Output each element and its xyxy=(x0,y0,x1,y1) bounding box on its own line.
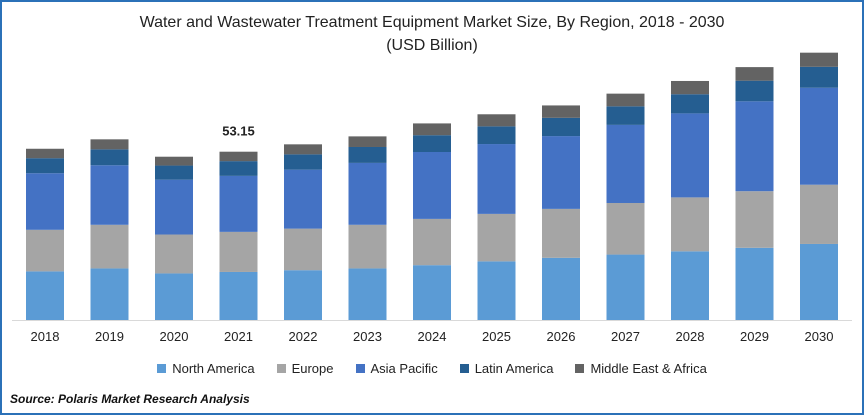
bar-segment-2026-latin-america xyxy=(542,117,580,137)
bar-segment-2028-middle-east-africa xyxy=(671,80,709,95)
bar-segment-2023-asia-pacific xyxy=(348,162,387,225)
bar-segment-2026-europe xyxy=(542,208,580,258)
bar-segment-2019-latin-america xyxy=(90,149,129,166)
bar-segment-2018-asia-pacific xyxy=(26,173,64,230)
legend-item: Middle East & Africa xyxy=(575,361,707,376)
bar-segment-2019-north-america xyxy=(90,268,129,320)
x-tick-label: 2028 xyxy=(676,329,705,344)
bar-segment-2028-latin-america xyxy=(671,94,709,114)
legend-item: Asia Pacific xyxy=(355,361,438,376)
source-note: Source: Polaris Market Research Analysis xyxy=(10,392,250,406)
bar-segment-2018-latin-america xyxy=(26,158,64,174)
bar-segment-2022-europe xyxy=(284,228,322,271)
legend-swatch xyxy=(276,364,286,373)
bar-segment-2027-asia-pacific xyxy=(606,124,645,203)
bar-segment-2022-middle-east-africa xyxy=(284,144,322,155)
bar-segment-2021-latin-america xyxy=(219,161,258,176)
data-label-2021: 53.15 xyxy=(222,124,255,139)
legend-label: Latin America xyxy=(474,361,554,376)
bar-segment-2021-middle-east-africa xyxy=(219,151,258,162)
legend-label: Europe xyxy=(291,361,334,376)
bar-segment-2020-north-america xyxy=(155,273,193,320)
bar-segment-2022-north-america xyxy=(284,270,322,320)
chart-legend: North America Europe Asia Pacific Latin Ame… xyxy=(0,361,864,376)
bar-segment-2025-latin-america xyxy=(477,126,516,145)
bar-segment-2029-middle-east-africa xyxy=(735,67,774,81)
bar-segment-2021-north-america xyxy=(219,271,258,320)
bar-segment-2018-middle-east-africa xyxy=(26,148,64,159)
bar-segment-2020-europe xyxy=(155,234,193,274)
bar-segment-2023-middle-east-africa xyxy=(348,136,387,147)
chart-subtitle: (USD Billion) xyxy=(386,37,478,54)
bar-segment-2025-asia-pacific xyxy=(477,144,516,214)
legend-swatch xyxy=(575,364,585,373)
bar-segment-2030-latin-america xyxy=(800,66,838,88)
bar-segment-2029-asia-pacific xyxy=(735,101,774,192)
legend-swatch xyxy=(459,364,469,373)
legend-item: North America xyxy=(157,361,255,376)
x-tick-label: 2025 xyxy=(482,329,511,344)
bar-segment-2025-middle-east-africa xyxy=(477,114,516,127)
bar-segment-2028-north-america xyxy=(671,251,709,320)
bar-segment-2024-europe xyxy=(413,218,451,266)
bar-segment-2023-north-america xyxy=(348,268,387,320)
bar-segment-2019-europe xyxy=(90,224,129,269)
bar-segment-2029-north-america xyxy=(735,247,774,320)
bar-segment-2024-north-america xyxy=(413,265,451,320)
bar-segment-2030-north-america xyxy=(800,243,838,320)
bar-segment-2018-north-america xyxy=(26,271,64,320)
bar-segment-2019-middle-east-africa xyxy=(90,139,129,150)
bar-segment-2025-europe xyxy=(477,213,516,262)
bar-segment-2022-asia-pacific xyxy=(284,169,322,229)
x-tick-label: 2030 xyxy=(805,329,834,344)
legend-label: North America xyxy=(172,361,255,376)
x-tick-label: 2023 xyxy=(353,329,382,344)
bar-segment-2021-europe xyxy=(219,231,258,272)
legend-swatch xyxy=(157,364,167,373)
bar-segment-2030-asia-pacific xyxy=(800,87,838,185)
chart-title: Water and Wastewater Treatment Equipment… xyxy=(139,14,725,31)
bar-segment-2028-asia-pacific xyxy=(671,113,709,198)
bar-segment-2022-latin-america xyxy=(284,154,322,170)
bar-segment-2019-asia-pacific xyxy=(90,165,129,225)
bar-segment-2030-middle-east-africa xyxy=(800,52,838,67)
bar-segment-2024-middle-east-africa xyxy=(413,123,451,136)
bar-segment-2026-north-america xyxy=(542,257,580,320)
bar-segment-2026-asia-pacific xyxy=(542,136,580,209)
bar-segment-2030-europe xyxy=(800,184,838,244)
bar-segment-2018-europe xyxy=(26,229,64,272)
bar-segment-2027-europe xyxy=(606,202,645,255)
bar-segment-2023-europe xyxy=(348,224,387,269)
bar-segment-2026-middle-east-africa xyxy=(542,105,580,118)
bar-segment-2027-middle-east-africa xyxy=(606,93,645,107)
bar-segment-2021-asia-pacific xyxy=(219,175,258,232)
x-tick-label: 2022 xyxy=(289,329,318,344)
bar-segment-2027-latin-america xyxy=(606,106,645,125)
bar-segment-2024-asia-pacific xyxy=(413,152,451,219)
bar-segment-2028-europe xyxy=(671,197,709,252)
legend-swatch xyxy=(355,364,365,373)
x-tick-label: 2024 xyxy=(418,329,447,344)
bar-segment-2025-north-america xyxy=(477,261,516,320)
legend-item: Europe xyxy=(276,361,334,376)
legend-label: Middle East & Africa xyxy=(590,361,707,376)
bar-segment-2020-middle-east-africa xyxy=(155,156,193,166)
x-tick-label: 2019 xyxy=(95,329,124,344)
bar-segment-2029-europe xyxy=(735,191,774,248)
legend-label: Asia Pacific xyxy=(370,361,438,376)
x-tick-label: 2020 xyxy=(160,329,189,344)
bar-segment-2023-latin-america xyxy=(348,146,387,163)
x-tick-label: 2021 xyxy=(224,329,253,344)
x-tick-label: 2026 xyxy=(547,329,576,344)
bar-segment-2020-latin-america xyxy=(155,165,193,180)
bar-segment-2027-north-america xyxy=(606,254,645,320)
legend-item: Latin America xyxy=(459,361,554,376)
bar-segment-2029-latin-america xyxy=(735,80,774,102)
x-tick-label: 2018 xyxy=(31,329,60,344)
bar-segment-2020-asia-pacific xyxy=(155,179,193,235)
x-tick-label: 2027 xyxy=(611,329,640,344)
x-tick-label: 2029 xyxy=(740,329,769,344)
bar-segment-2024-latin-america xyxy=(413,135,451,152)
